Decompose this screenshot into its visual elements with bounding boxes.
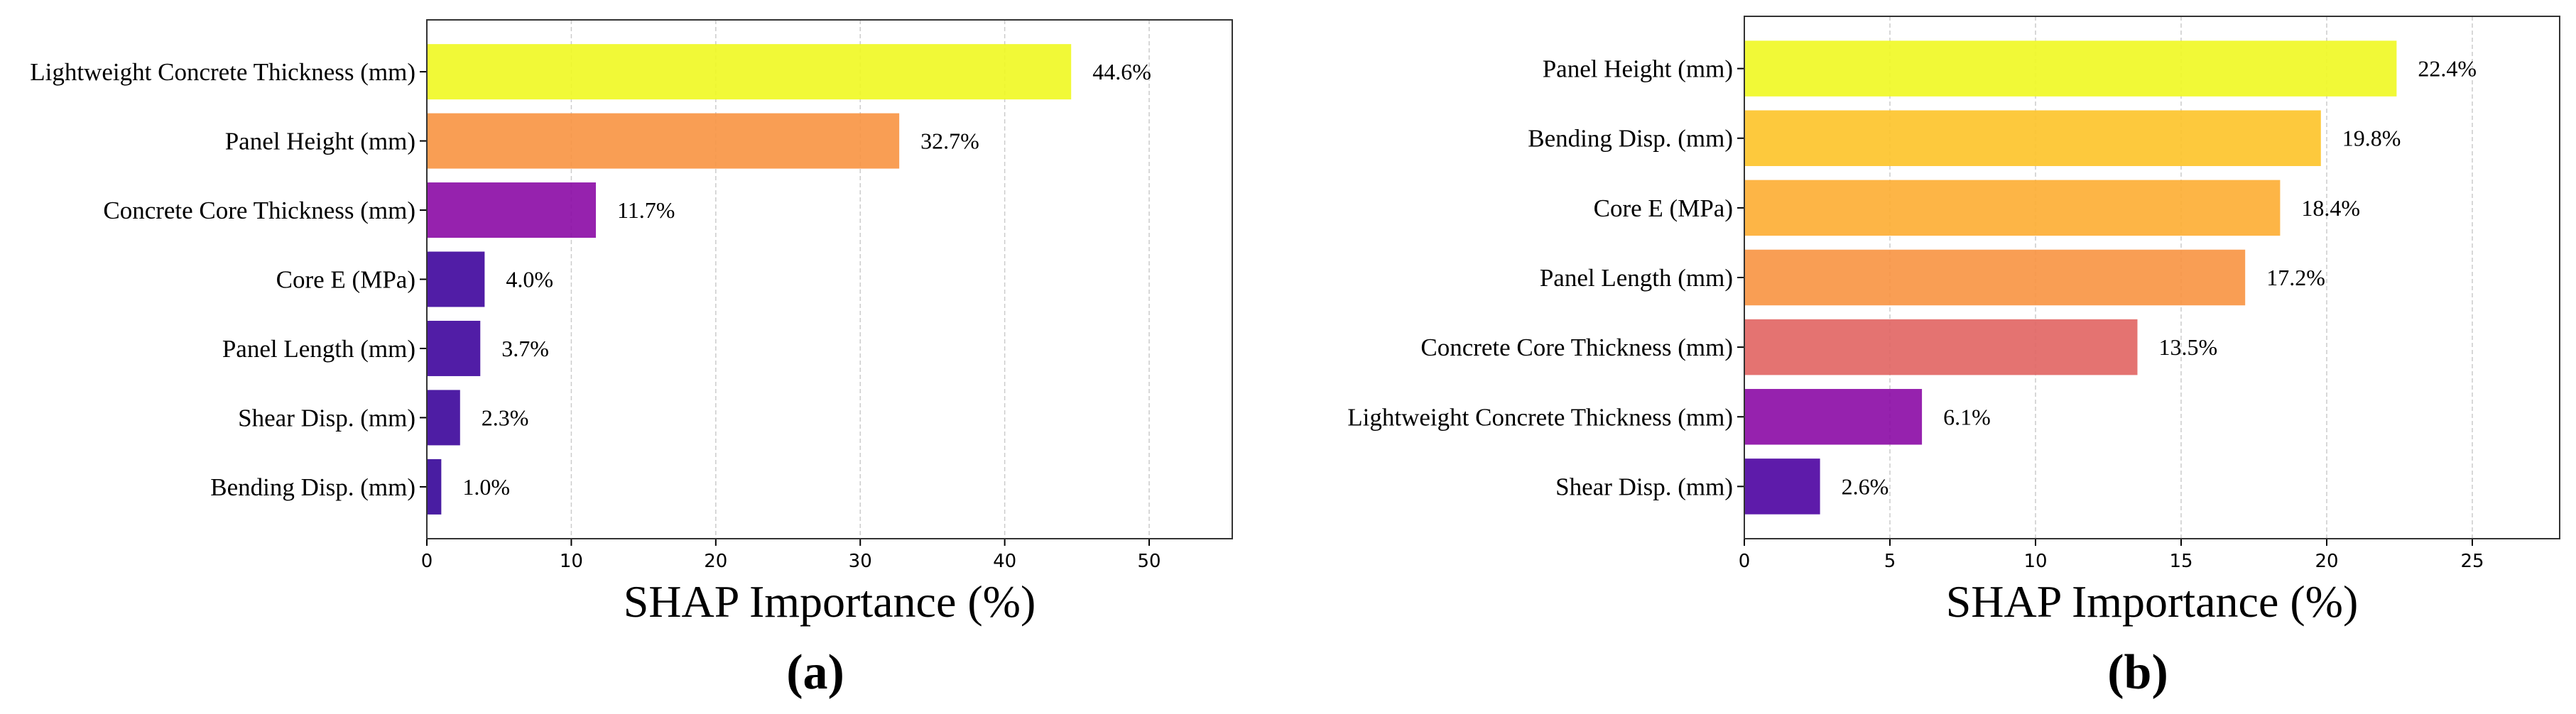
bar bbox=[427, 113, 900, 169]
value-label: 19.8% bbox=[2342, 126, 2401, 151]
value-label: 22.4% bbox=[2418, 56, 2477, 82]
value-label: 2.6% bbox=[1842, 473, 1889, 499]
bar bbox=[1744, 249, 2246, 306]
x-tick-label: 10 bbox=[2023, 551, 2047, 572]
x-tick-label: 40 bbox=[993, 551, 1016, 572]
panel-label: (a) bbox=[786, 645, 844, 700]
bar bbox=[427, 458, 442, 515]
bar bbox=[1744, 110, 2321, 166]
x-tick-label: 25 bbox=[2460, 551, 2484, 572]
plot-frame bbox=[426, 19, 1233, 539]
value-label: 4.0% bbox=[506, 267, 553, 292]
y-tick-label: Panel Length (mm) bbox=[1540, 264, 1733, 292]
bar bbox=[427, 320, 481, 376]
y-tick-label: Bending Disp. (mm) bbox=[210, 473, 415, 501]
x-tick-label: 10 bbox=[560, 551, 583, 572]
y-tick-label: Shear Disp. (mm) bbox=[238, 404, 415, 432]
bar bbox=[427, 44, 1072, 100]
bar bbox=[1744, 40, 2397, 97]
y-tick-label: Core E (MPa) bbox=[276, 266, 415, 294]
x-axis-label: SHAP Importance (%) bbox=[624, 576, 1036, 627]
value-label: 32.7% bbox=[920, 128, 979, 154]
y-tick-label: Core E (MPa) bbox=[1594, 194, 1733, 222]
x-tick-label: 0 bbox=[421, 551, 433, 572]
value-label: 11.7% bbox=[617, 197, 675, 223]
plot-frame bbox=[1744, 16, 2560, 539]
value-label: 3.7% bbox=[501, 336, 549, 361]
y-tick-label: Shear Disp. (mm) bbox=[1555, 473, 1733, 500]
y-tick-label: Panel Height (mm) bbox=[1543, 55, 1733, 83]
y-tick-label: Lightweight Concrete Thickness (mm) bbox=[30, 58, 415, 86]
value-label: 18.4% bbox=[2301, 195, 2360, 221]
value-label: 1.0% bbox=[462, 474, 510, 500]
x-tick-label: 20 bbox=[704, 551, 727, 572]
bar bbox=[427, 182, 596, 238]
value-label: 6.1% bbox=[1943, 404, 1991, 429]
bar bbox=[427, 390, 460, 446]
x-axis-label: SHAP Importance (%) bbox=[1946, 576, 2359, 627]
bar bbox=[1744, 458, 1820, 515]
x-tick-label: 20 bbox=[2315, 551, 2338, 572]
y-tick-label: Lightweight Concrete Thickness (mm) bbox=[1347, 403, 1733, 431]
value-label: 13.5% bbox=[2159, 334, 2218, 360]
x-tick-label: 5 bbox=[1884, 551, 1896, 572]
panel-label: (b) bbox=[2107, 645, 2168, 700]
value-label: 44.6% bbox=[1092, 59, 1151, 84]
bar bbox=[1744, 180, 2281, 236]
x-tick-label: 15 bbox=[2169, 551, 2192, 572]
y-tick-label: Bending Disp. (mm) bbox=[1528, 125, 1733, 153]
y-tick-label: Panel Length (mm) bbox=[222, 335, 415, 363]
value-label: 2.3% bbox=[482, 405, 529, 430]
x-tick-label: 0 bbox=[1739, 551, 1751, 572]
bar bbox=[427, 251, 485, 307]
y-tick-label: Concrete Core Thickness (mm) bbox=[103, 197, 415, 224]
y-tick-label: Panel Height (mm) bbox=[225, 128, 415, 155]
value-label: 17.2% bbox=[2266, 265, 2325, 290]
bar bbox=[1744, 389, 1923, 445]
x-tick-label: 30 bbox=[849, 551, 872, 572]
x-tick-label: 50 bbox=[1137, 551, 1161, 572]
bar bbox=[1744, 319, 2138, 375]
y-tick-label: Concrete Core Thickness (mm) bbox=[1420, 334, 1733, 361]
